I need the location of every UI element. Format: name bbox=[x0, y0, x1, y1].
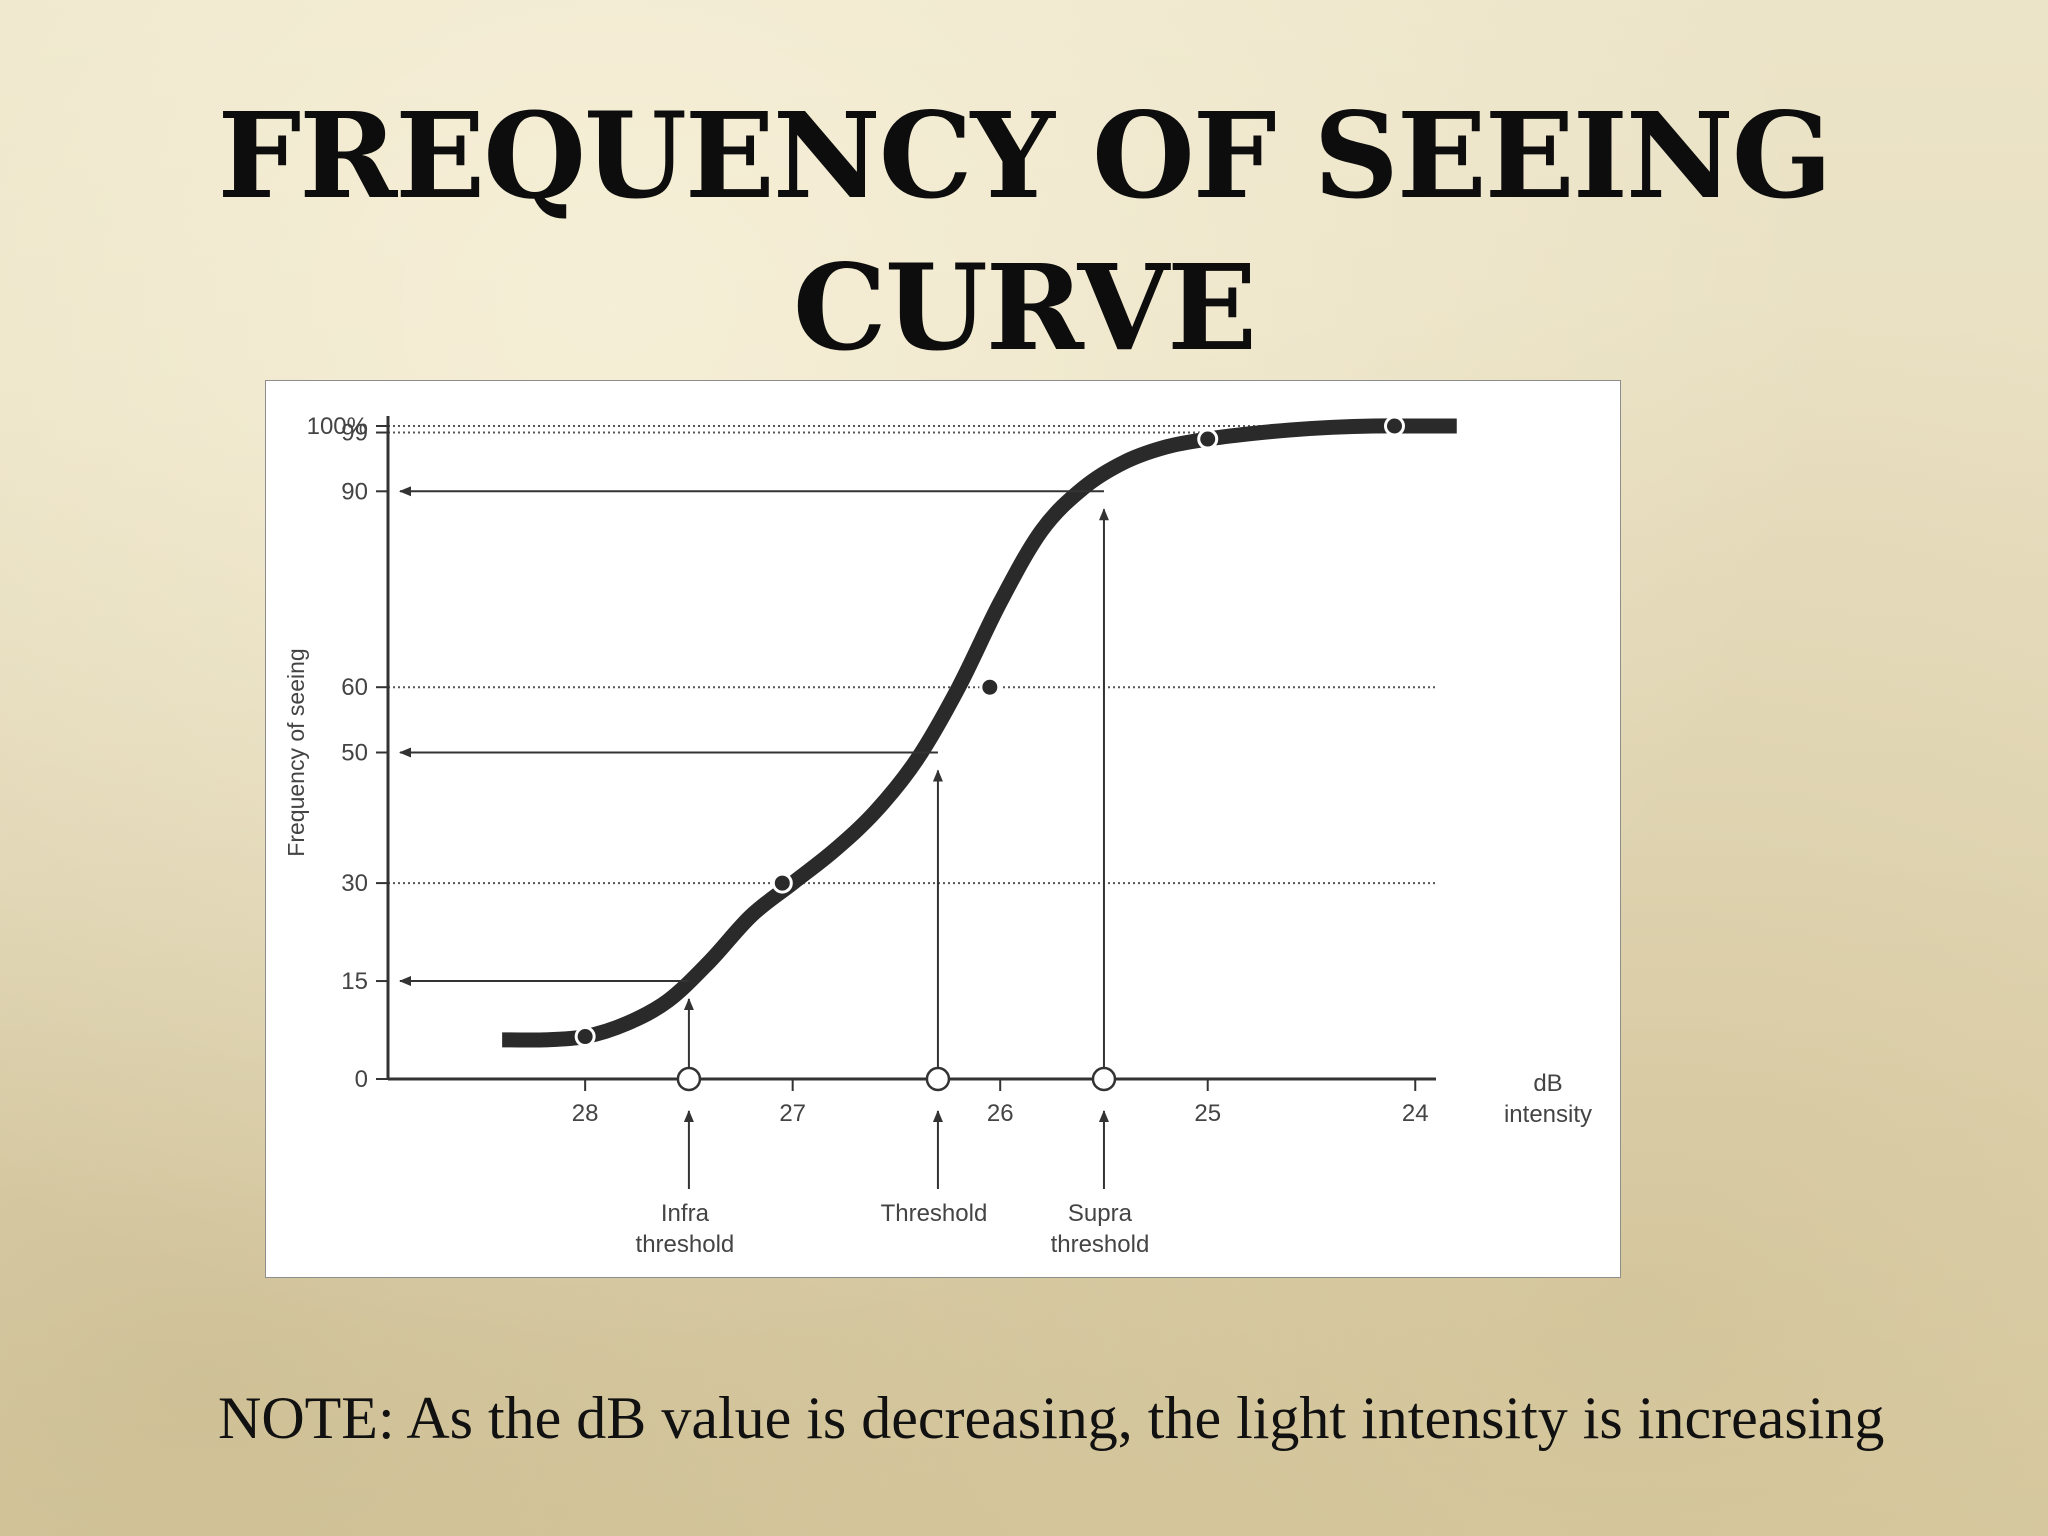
infra-threshold-label-line: Infra bbox=[661, 1200, 710, 1227]
y-tick-label: 0 bbox=[355, 1066, 368, 1093]
y-tick-label: 90 bbox=[341, 478, 368, 505]
curve-data-point bbox=[771, 872, 793, 894]
chart-panel: 0 15 30 50 60 90 99 100% 28 27 26 25 24 Frequency of … bbox=[265, 380, 1621, 1278]
x-tick-label: 28 bbox=[572, 1100, 599, 1127]
y-tick-label: 15 bbox=[341, 968, 368, 995]
y-tick-label: 50 bbox=[341, 740, 368, 767]
slide-title-line-2: CURVE bbox=[792, 238, 1257, 377]
supra-threshold-axis-marker bbox=[1091, 1066, 1117, 1092]
threshold-label-line: Threshold bbox=[881, 1200, 988, 1227]
x-axis-label-line: dB bbox=[1533, 1070, 1562, 1097]
y-tick-label: 100% bbox=[307, 413, 368, 440]
threshold-axis-marker bbox=[925, 1066, 951, 1092]
x-tick-label: 27 bbox=[779, 1100, 806, 1127]
frequency-curve bbox=[502, 418, 1457, 1048]
y-tick-label: 99 bbox=[341, 420, 368, 447]
slide-title: FREQUENCY OF SEEING CURVE bbox=[0, 80, 2048, 384]
x-tick-label: 24 bbox=[1402, 1100, 1429, 1127]
y-tick-label: 30 bbox=[341, 870, 368, 897]
y-tick-label: 60 bbox=[341, 674, 368, 701]
infra-threshold-label-line: threshold bbox=[636, 1231, 735, 1258]
slide-title-line-1: FREQUENCY OF SEEING bbox=[217, 86, 1832, 225]
supra-threshold-label-line: threshold bbox=[1051, 1231, 1150, 1258]
curve-data-point bbox=[574, 1026, 596, 1048]
supra-threshold-label-line: Supra bbox=[1068, 1200, 1133, 1227]
infra-threshold-axis-marker bbox=[676, 1066, 702, 1092]
x-tick-label: 26 bbox=[987, 1100, 1014, 1127]
curve-data-point bbox=[1383, 415, 1405, 437]
curve-data-point bbox=[979, 676, 1001, 698]
x-tick-label: 25 bbox=[1194, 1100, 1221, 1127]
curve-data-point bbox=[1197, 428, 1219, 450]
slide-note: NOTE: As the dB value is decreasing, the… bbox=[218, 1385, 1885, 1451]
y-axis-label: Frequency of seeing bbox=[283, 648, 309, 856]
x-axis-label-line: intensity bbox=[1504, 1101, 1592, 1128]
